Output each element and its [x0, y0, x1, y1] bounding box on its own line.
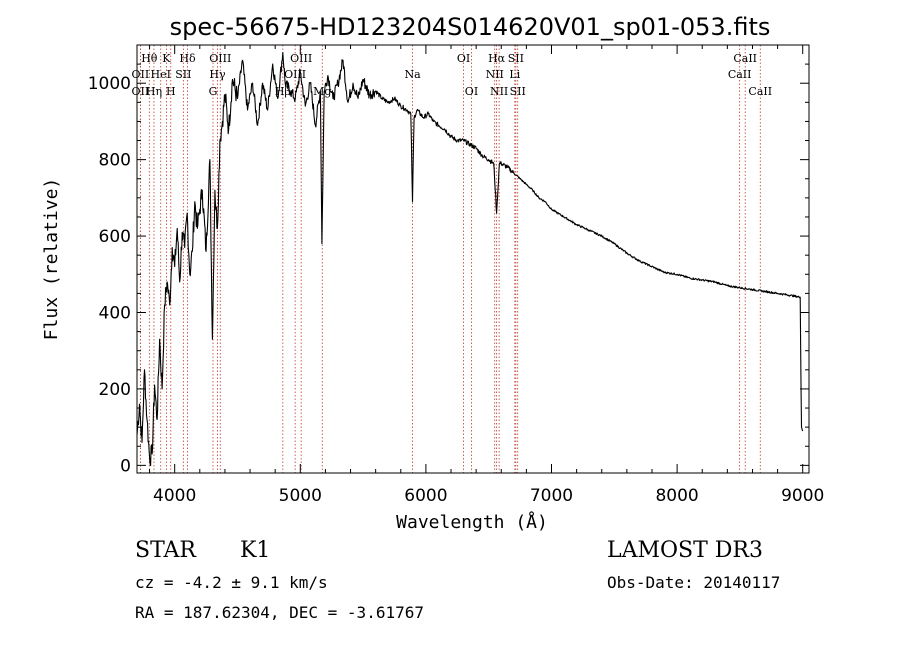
coordinates: RA = 187.62304, DEC = -3.61767 — [135, 603, 424, 622]
line-label: Hγ — [209, 68, 226, 81]
line-label: H — [166, 85, 176, 98]
x-axis: 4000 5000 6000 7000 8000 9000 — [149, 45, 824, 506]
redshift-value: cz = -4.2 ± 9.1 km/s — [135, 573, 328, 592]
line-label: OIII — [290, 52, 312, 65]
x-tick-label: 8000 — [655, 486, 698, 506]
line-label: CaII — [733, 52, 757, 65]
line-label: SII — [508, 52, 524, 65]
line-label: OI — [465, 85, 478, 98]
line-label: OIII — [284, 68, 306, 81]
line-label: Li — [509, 68, 520, 81]
y-axis-label: Flux (relative) — [41, 178, 62, 341]
line-label: OI — [457, 52, 470, 65]
y-tick-label: 200 — [99, 380, 131, 400]
line-label: Mg — [313, 85, 331, 98]
line-label: CaII — [748, 85, 772, 98]
line-markers — [139, 45, 761, 473]
line-label: Hθ — [141, 52, 158, 65]
line-label: Hα — [488, 52, 506, 65]
line-label: G — [209, 85, 218, 98]
spectral-subclass: K1 — [240, 538, 271, 563]
line-label: Hη — [146, 85, 162, 98]
line-label: OII — [132, 85, 150, 98]
line-label: OII — [132, 68, 150, 81]
y-tick-label: 800 — [99, 151, 131, 171]
line-label: Hδ — [179, 52, 196, 65]
y-tick-label: 0 — [120, 456, 131, 476]
y-tick-label: 400 — [99, 304, 131, 324]
x-tick-label: 5000 — [279, 486, 322, 506]
plot-frame — [136, 44, 810, 474]
line-label: SII — [175, 68, 191, 81]
line-label: SII — [510, 85, 526, 98]
y-tick-label: 1000 — [88, 74, 131, 94]
x-tick-label: 9000 — [781, 486, 824, 506]
spectrum-line — [136, 52, 804, 467]
x-tick-label: 4000 — [153, 486, 196, 506]
line-label: OIII — [209, 52, 231, 65]
object-class: STAR — [135, 538, 196, 563]
line-label: NII — [490, 85, 508, 98]
chart-title: spec-56675-HD123204S014620V01_sp01-053.f… — [170, 13, 771, 41]
y-axis: 0 200 400 600 800 1000 — [88, 63, 809, 476]
observation-date: Obs-Date: 20140117 — [607, 573, 781, 592]
y-tick-label: 600 — [99, 227, 131, 247]
x-tick-label: 7000 — [530, 486, 573, 506]
x-axis-label: Wavelength (Å) — [396, 511, 548, 533]
x-tick-label: 6000 — [404, 486, 447, 506]
line-label: CaII — [728, 68, 752, 81]
line-label: HeI — [151, 68, 171, 81]
line-label: NII — [486, 68, 504, 81]
survey-name: LAMOST DR3 — [607, 538, 763, 563]
line-label: K — [162, 52, 171, 65]
line-label: Na — [404, 68, 421, 81]
